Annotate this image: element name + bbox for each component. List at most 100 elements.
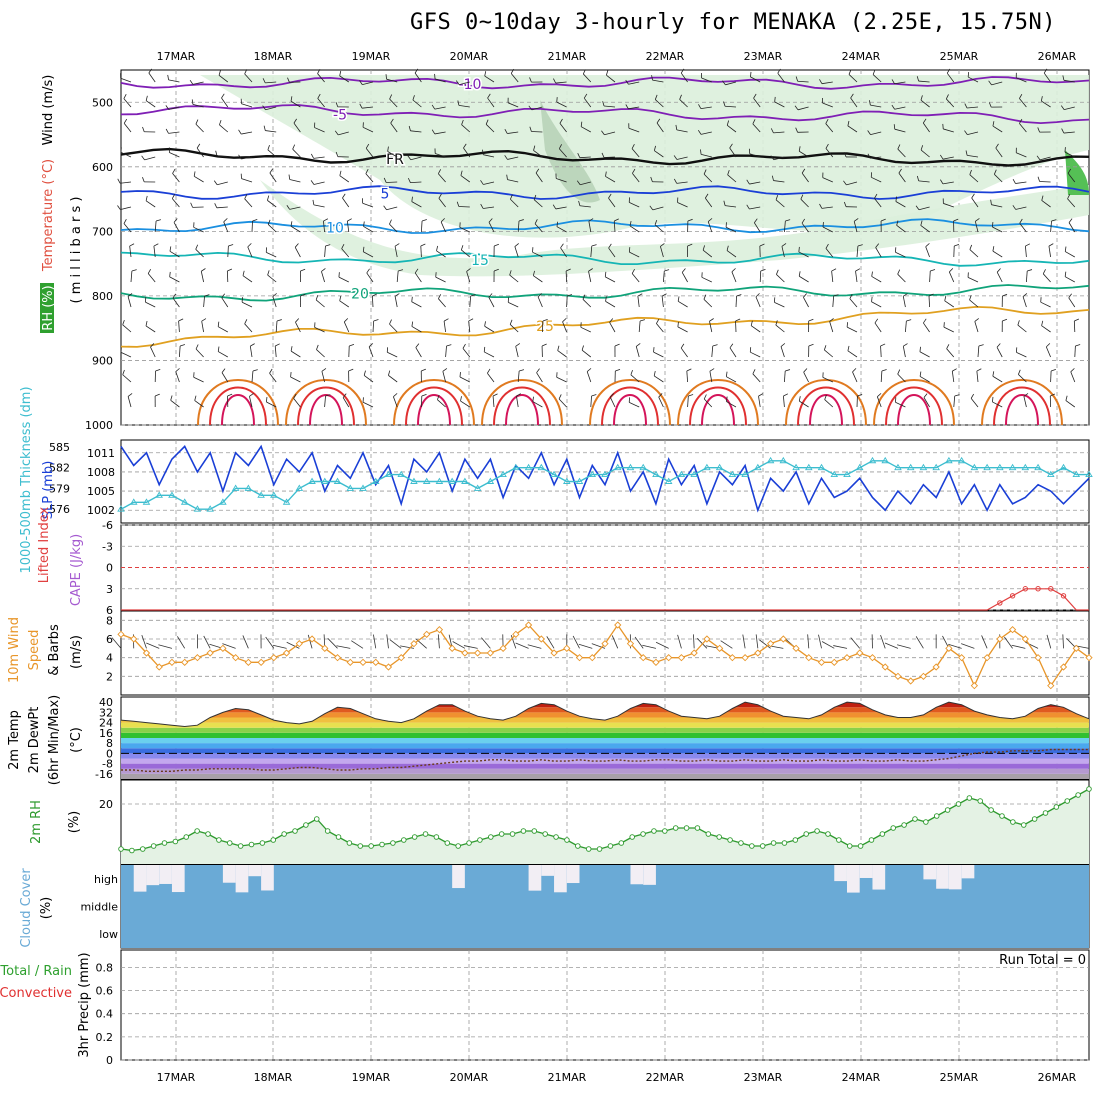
wind-barb-flag [457, 100, 460, 106]
wind-barb [517, 371, 520, 383]
wind-barb-flag [965, 150, 968, 156]
wind-barb [1064, 276, 1075, 283]
rh2m-marker [988, 807, 994, 813]
wind-barb-flag [153, 243, 159, 247]
temp-band [121, 732, 1089, 738]
wind-barb-flag [897, 144, 901, 150]
rh2m-marker [411, 834, 418, 840]
wind-barb-flag [798, 246, 800, 252]
wind-barb-flag [969, 295, 972, 301]
wind-barb [1041, 200, 1051, 208]
wind-barb-flag [415, 343, 420, 348]
wind-barb [362, 81, 374, 85]
wind-barb-flag [923, 393, 928, 398]
wind10m-barb [1062, 634, 1064, 649]
rh2m-marker [205, 831, 211, 837]
wind-barb [798, 251, 809, 258]
wind-barb [420, 245, 422, 258]
wind-barb [895, 201, 906, 208]
wind-barb-flag [703, 169, 707, 175]
wind-barb-flag [698, 104, 702, 109]
wind-barb-flag [1040, 96, 1043, 102]
wind-barb [920, 225, 930, 233]
wind-barb-flag [290, 346, 293, 352]
wind-barb [727, 174, 737, 183]
wind-barb-flag [147, 268, 151, 274]
wind-barb-flag [385, 74, 387, 80]
thickness-marker [448, 477, 456, 484]
wind-barb [628, 127, 640, 133]
wind-barb [1063, 131, 1075, 134]
wind-barb [580, 126, 591, 133]
rh2m-marker [1042, 810, 1049, 816]
wind-barb-flag [293, 118, 297, 124]
wind-barb-flag [880, 218, 886, 222]
wind-barb [317, 98, 325, 108]
thickness-marker [996, 463, 1004, 471]
wind-barb [265, 81, 277, 84]
wind-barb [341, 248, 350, 258]
ylabel-cloud-units: (%) [39, 897, 54, 920]
wind-barb [628, 81, 640, 85]
wind10m-marker [130, 635, 138, 643]
wind-barb-flag [342, 193, 346, 199]
wind-barb [386, 78, 398, 83]
wind-barb [168, 106, 180, 110]
wind-barb-flag [560, 243, 564, 249]
isotherm-10 [120, 218, 1090, 234]
wind-barb [363, 226, 374, 233]
wind-barb-flag [919, 371, 922, 377]
wind-barb-flag [262, 105, 266, 110]
wind10m-marker [308, 635, 316, 643]
temp-tick-32: 32 [99, 706, 113, 719]
wind-barb [487, 372, 495, 383]
cloud-clear-bar [566, 865, 580, 884]
wind-barb-flag [217, 321, 220, 327]
wind-barb [1023, 396, 1027, 408]
wind10m-marker [881, 663, 889, 671]
wind-barb [485, 124, 495, 133]
rh2m-marker [672, 825, 679, 831]
wind-barb-flag [492, 393, 498, 397]
thickness-marker [703, 463, 711, 471]
wind-barb-flag [504, 128, 508, 134]
wind-barb-flag [221, 293, 226, 299]
wind10m-marker [448, 644, 456, 652]
wind-barb [832, 296, 835, 308]
wind-barb [483, 206, 495, 209]
wind10m-marker [1008, 626, 1017, 634]
wind-barb [458, 104, 470, 108]
wind-barb [846, 181, 858, 186]
wind-barb-flag [849, 294, 853, 299]
wind-barb [1019, 223, 1027, 233]
wind-barb-flag [218, 70, 221, 76]
wind-barb [752, 373, 761, 383]
wind-barb [170, 399, 180, 408]
wind-barb-flag [387, 146, 389, 152]
wind-barb-flag [155, 219, 161, 222]
wind-barb-flag [123, 118, 128, 124]
thickness-marker [193, 505, 202, 512]
wind-barb-flag [1037, 127, 1040, 133]
wind-barb [168, 131, 180, 134]
wind-barb [638, 321, 641, 333]
thickness-marker [333, 477, 342, 484]
wind-barb [992, 375, 1003, 383]
wind-barb-flag [903, 293, 908, 297]
wind-barb [996, 347, 1003, 358]
wind-barb-flag [462, 343, 466, 349]
wind10m-barb [742, 634, 746, 649]
wind-barb-flag [411, 196, 413, 202]
wind-barb-flag [664, 269, 670, 272]
wind-barb-flag [267, 219, 271, 225]
wind-barb [929, 270, 931, 283]
wind-barb-flag [348, 368, 354, 372]
wind-barb-flag [753, 93, 757, 99]
wind-barb [613, 220, 616, 233]
wind10m-barb [386, 634, 389, 649]
thickness-marker [524, 463, 533, 471]
wind-barb-flag [242, 270, 245, 276]
wind-barb [129, 246, 132, 258]
